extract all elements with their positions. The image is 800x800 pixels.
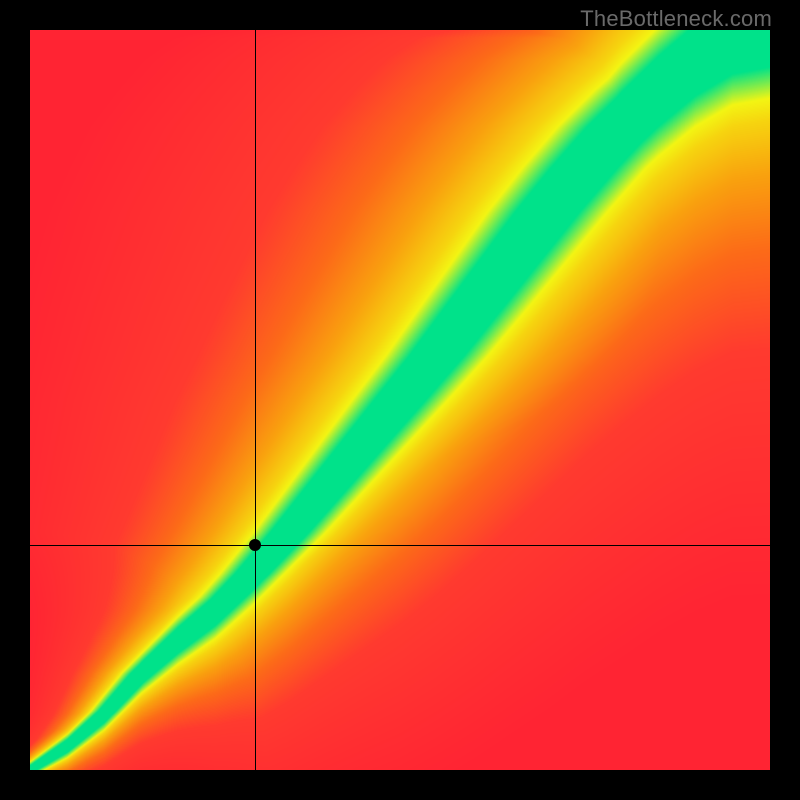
- heatmap-canvas: [30, 30, 770, 770]
- watermark-text: TheBottleneck.com: [580, 6, 772, 32]
- chart-container: TheBottleneck.com: [0, 0, 800, 800]
- crosshair-vertical: [255, 30, 256, 770]
- crosshair-horizontal: [30, 545, 770, 546]
- heatmap-plot: [30, 30, 770, 770]
